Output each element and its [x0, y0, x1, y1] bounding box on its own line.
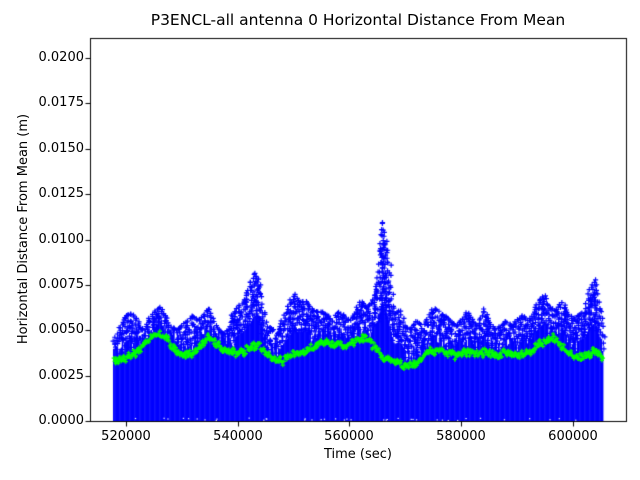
chart-title: P3ENCL-all antenna 0 Horizontal Distance… — [150, 11, 566, 29]
y-tick-label: 0.0200 — [38, 50, 85, 65]
y-tick-label: 0.0025 — [38, 368, 85, 383]
y-tick-label: 0.0050 — [38, 322, 85, 337]
x-tick-label: 580000 — [436, 429, 486, 444]
x-tick-label: 520000 — [101, 429, 151, 444]
x-axis-label: Time (sec) — [323, 447, 392, 462]
y-tick-label: 0.0075 — [38, 277, 85, 292]
x-tick-label: 600000 — [548, 429, 598, 444]
x-tick-label: 540000 — [213, 429, 263, 444]
y-tick-label: 0.0100 — [38, 232, 85, 247]
y-tick-label: 0.0150 — [38, 141, 85, 156]
y-tick-label: 0.0125 — [38, 186, 85, 201]
y-tick-label: 0.0000 — [38, 413, 85, 428]
x-tick-label: 560000 — [324, 429, 374, 444]
y-tick-label: 0.0175 — [38, 95, 85, 110]
